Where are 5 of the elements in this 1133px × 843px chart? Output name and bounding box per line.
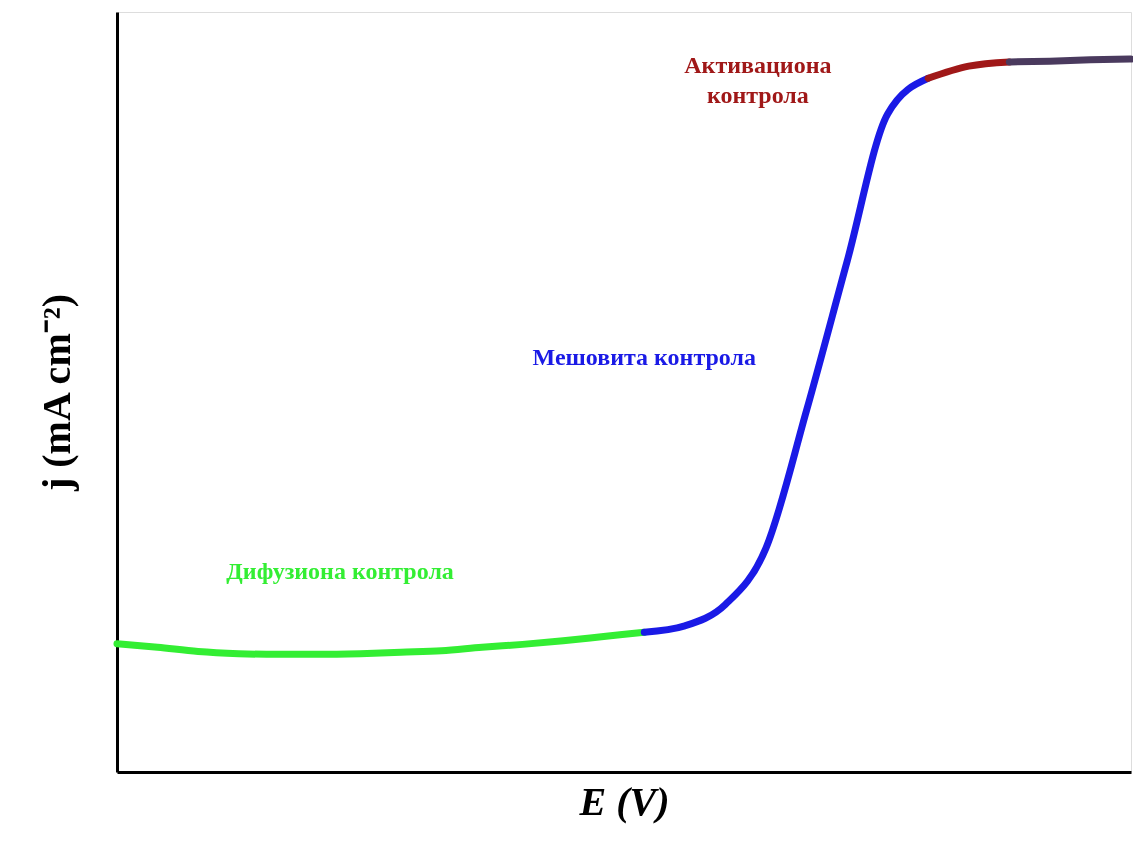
- text: Активациона контрола: [684, 52, 832, 109]
- text: Дифузиона контрола: [226, 558, 454, 585]
- y-axis-title: j (mA cm⁻²): [33, 293, 79, 493]
- x-axis-title: E (V): [578, 778, 670, 824]
- text: Мешовита контрола: [532, 344, 757, 371]
